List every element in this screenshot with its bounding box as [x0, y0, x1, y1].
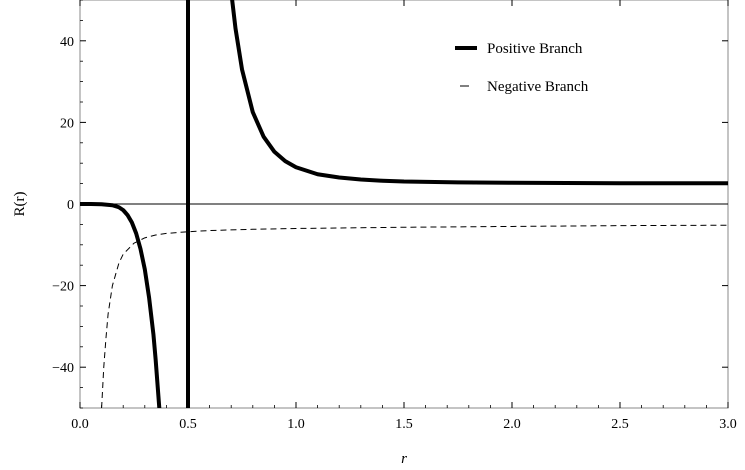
x-tick-label: 3.0 — [719, 417, 737, 432]
legend-label-positive: Positive Branch — [487, 41, 583, 57]
y-tick-label: 0 — [67, 198, 74, 213]
x-tick-label: 1.0 — [287, 417, 305, 432]
y-tick-label: −20 — [52, 280, 74, 295]
y-tick-label: 40 — [60, 35, 74, 50]
x-tick-label: 2.5 — [611, 417, 629, 432]
negative-branch-line-0 — [101, 224, 728, 408]
positive-branch-line-1 — [230, 0, 728, 186]
x-tick-label: 1.5 — [395, 417, 413, 432]
x-axis-label: r — [401, 451, 407, 467]
y-tick-label: −40 — [52, 361, 74, 376]
legend-label-negative: Negative Branch — [487, 79, 589, 95]
x-tick-label: 0.5 — [179, 417, 197, 432]
y-tick-label: 20 — [60, 116, 74, 131]
x-tick-label: 2.0 — [503, 417, 521, 432]
x-tick-label: 0.0 — [71, 417, 89, 432]
y-axis-label: R(r) — [12, 192, 28, 217]
positive-branch-line-0 — [80, 202, 162, 408]
